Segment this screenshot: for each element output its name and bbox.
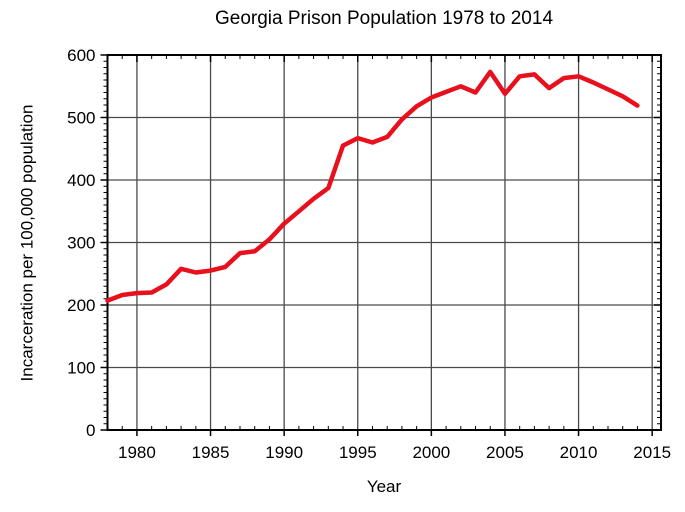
x-tick-label: 2015 <box>633 443 671 462</box>
x-tick-label: 1980 <box>118 443 156 462</box>
y-tick-labels: 0 100 200 300 400 500 600 <box>67 46 95 440</box>
x-tick-labels: 1980 1985 1990 1995 2000 2005 2010 2015 <box>118 443 671 462</box>
x-tick-label: 2000 <box>412 443 450 462</box>
x-tick-label: 1995 <box>339 443 377 462</box>
data-line-series <box>105 69 640 303</box>
x-tick-label: 2010 <box>560 443 598 462</box>
major-ticks <box>100 54 661 436</box>
y-axis-label: Incarceration per 100,000 population <box>17 104 37 382</box>
x-tick-label: 2005 <box>486 443 524 462</box>
y-tick-label: 500 <box>67 109 95 128</box>
y-tick-label: 400 <box>67 171 95 190</box>
y-tick-label: 200 <box>67 296 95 315</box>
y-tick-label: 300 <box>67 234 95 253</box>
y-tick-label: 100 <box>67 359 95 378</box>
plot-frame <box>106 54 662 431</box>
x-tick-label: 1985 <box>192 443 230 462</box>
chart-title: Georgia Prison Population 1978 to 2014 <box>214 8 554 29</box>
y-gridlines <box>107 116 661 369</box>
y-tick-label: 600 <box>67 46 95 65</box>
y-tick-label: 0 <box>86 421 95 440</box>
x-tick-label: 1990 <box>265 443 303 462</box>
x-axis-label: Year <box>366 477 402 496</box>
